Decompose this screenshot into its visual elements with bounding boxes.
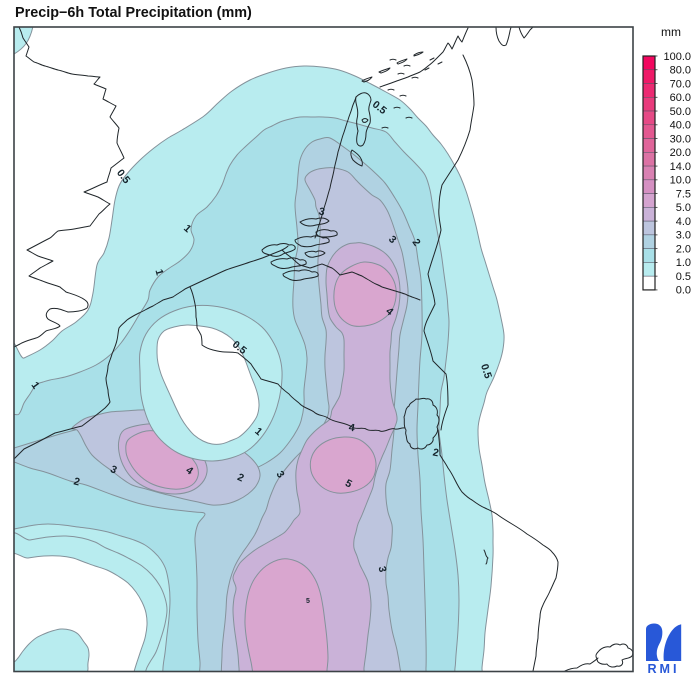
svg-text:2: 2 (235, 471, 246, 484)
svg-text:100.0: 100.0 (663, 51, 691, 63)
svg-text:70.0: 70.0 (670, 78, 691, 90)
svg-text:60.0: 60.0 (670, 92, 691, 104)
svg-text:5: 5 (343, 477, 354, 490)
svg-text:3.0: 3.0 (676, 230, 691, 242)
svg-text:0.5: 0.5 (676, 271, 691, 283)
svg-text:RMI: RMI (647, 662, 679, 676)
svg-text:1.0: 1.0 (676, 257, 691, 269)
svg-text:1: 1 (29, 380, 42, 392)
svg-text:1: 1 (152, 268, 165, 277)
svg-text:mm: mm (661, 25, 681, 39)
svg-text:0.5: 0.5 (478, 363, 494, 381)
svg-text:4.0: 4.0 (676, 216, 691, 228)
svg-text:50.0: 50.0 (670, 106, 691, 118)
svg-text:0.0: 0.0 (676, 285, 691, 297)
svg-text:5.0: 5.0 (676, 202, 691, 214)
svg-text:5: 5 (306, 598, 310, 605)
svg-text:3: 3 (318, 206, 326, 219)
svg-text:2.0: 2.0 (676, 243, 691, 255)
svg-text:4: 4 (348, 422, 356, 435)
svg-text:10.0: 10.0 (670, 175, 691, 187)
svg-text:3: 3 (108, 463, 119, 476)
svg-text:7.5: 7.5 (676, 188, 691, 200)
svg-text:14.0: 14.0 (670, 161, 691, 173)
svg-text:40.0: 40.0 (670, 120, 691, 132)
svg-text:3: 3 (376, 565, 389, 573)
svg-text:2: 2 (72, 475, 81, 488)
svg-text:3: 3 (274, 469, 287, 481)
svg-text:30.0: 30.0 (670, 133, 691, 145)
svg-text:20.0: 20.0 (670, 147, 691, 159)
svg-text:2: 2 (410, 237, 423, 249)
svg-text:Precip−6h Total Precipitation: Precip−6h Total Precipitation (mm) (15, 5, 252, 21)
svg-text:4: 4 (184, 464, 196, 477)
svg-text:2: 2 (432, 447, 440, 460)
svg-text:80.0: 80.0 (670, 65, 691, 77)
